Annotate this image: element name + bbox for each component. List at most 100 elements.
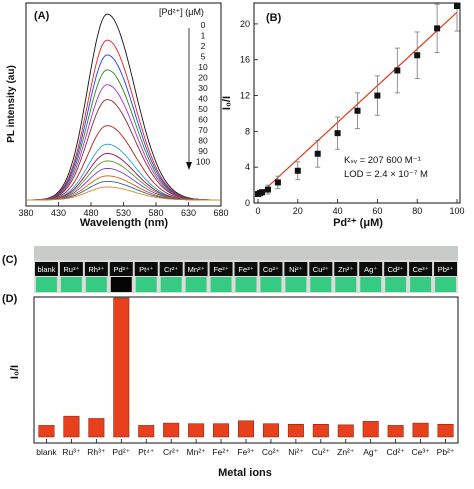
vial-label: Rh³⁺: [88, 265, 104, 274]
panel-a-y-axis-label: PL intensity (au): [6, 65, 17, 143]
panel-b-frame: [253, 2, 461, 204]
vial-label-band: [184, 262, 208, 276]
x-tick-label: 0: [255, 206, 260, 216]
y-tick-label: 16: [240, 55, 250, 65]
vial-solution: [160, 277, 182, 292]
panel-d-x-ticks: blank Ru³⁺ Rh³⁺ Pd²⁺ Pt⁴⁺ Cr²⁺ Mn²⁺ Fe²⁺ Fe³⁺ Co²…: [36, 439, 455, 457]
vial-label-band: [35, 262, 58, 276]
legend-item: 1: [201, 31, 206, 41]
bar-3: [113, 297, 130, 438]
x-tick-label: Ru³⁺: [62, 447, 81, 457]
panel-d-x-axis-label: Metal ions: [218, 467, 272, 479]
bar-11: [312, 424, 329, 438]
vial-solution: [360, 277, 382, 292]
x-tick-label: Rh³⁺: [87, 447, 106, 457]
x-tick-label: 680: [213, 208, 228, 218]
x-tick-label: 60: [372, 206, 382, 216]
panel-a-x-ticks: 380 430 480 530 580 630 680: [18, 202, 229, 218]
x-tick-label: 430: [51, 208, 66, 218]
panel-d-bars: [38, 297, 454, 438]
bar-8: [238, 420, 254, 438]
bar-16: [437, 424, 454, 438]
panel-a-legend-arrow-head: [186, 162, 192, 170]
legend-item: 20: [198, 73, 208, 83]
panel-a-frame: [25, 2, 222, 207]
x-tick-label: Cd²⁺: [387, 447, 406, 457]
panel-c-photo-top: [34, 246, 458, 260]
legend-item: 100: [196, 157, 210, 167]
x-tick-label: 380: [18, 208, 33, 218]
vial-label-band: [259, 262, 283, 276]
x-tick-label: 630: [181, 208, 196, 218]
vial-solution: [410, 277, 432, 292]
data-point: [354, 107, 361, 114]
panel-d-tag: (D): [2, 293, 18, 305]
x-tick-label: 530: [116, 208, 131, 218]
panel-c: (C) blank Ru³⁺ Rh³⁺ Pd²⁺ Pt⁴⁺ Cr²⁺ Mn²⁺ Fe²⁺ Fe³…: [2, 246, 458, 293]
vial-label-band: [159, 262, 183, 276]
panel-a-curves: [26, 13, 221, 201]
panel-b-y-ticks: 0 4 8 12 16 20: [240, 19, 258, 208]
data-point: [258, 189, 265, 196]
panel-d: (D) blank Ru³⁺ Rh³⁺ Pd²⁺ Pt⁴⁺ Cr²⁺ Mn²⁺ Fe²⁺ Fe³…: [2, 293, 459, 479]
legend-item: 90: [198, 146, 208, 156]
bar-2: [88, 418, 105, 438]
vial-label: Pt⁴⁺: [139, 265, 153, 274]
panel-b-lod-text: LOD = 2.4 × 10⁻⁷ M: [344, 169, 428, 180]
x-tick-label: Ni²⁺: [288, 447, 304, 457]
spectrum-line-60: [26, 160, 221, 201]
legend-item: 80: [198, 136, 208, 146]
vial-solution: [235, 277, 257, 292]
bar-10: [287, 424, 304, 438]
x-tick-label: Cu²⁺: [312, 447, 331, 457]
legend-item: 0: [201, 20, 206, 30]
vial-solution: [210, 277, 232, 292]
panel-a-legend-title: [Pd²⁺] (μM): [159, 7, 204, 17]
vial-label-band: [209, 262, 233, 276]
x-tick-label: Co²⁺: [262, 447, 281, 457]
x-tick-label: Cr²⁺: [163, 447, 180, 457]
vial-label-band: [109, 262, 133, 276]
spectrum-line-10: [26, 84, 221, 201]
legend-item: 60: [198, 115, 208, 125]
x-tick-label: 480: [83, 208, 98, 218]
data-point: [414, 52, 421, 59]
y-tick-label: 12: [240, 91, 250, 101]
x-tick-label: Mn²⁺: [187, 447, 207, 457]
y-tick-label: 0: [245, 198, 250, 208]
vial-label: Fe²⁺: [213, 265, 228, 274]
x-tick-label: 580: [148, 208, 163, 218]
bar-5: [163, 422, 180, 438]
vial-label: Ru³⁺: [63, 265, 79, 274]
panel-b-points: [255, 3, 460, 198]
vial-solution: [335, 277, 357, 292]
vial-label: blank: [38, 265, 56, 274]
x-tick-label: 40: [333, 206, 343, 216]
x-tick-label: Fe²⁺: [212, 447, 230, 457]
data-point: [454, 3, 460, 9]
legend-item: 30: [198, 83, 208, 93]
y-tick-label: 8: [245, 126, 250, 136]
data-point: [374, 92, 381, 99]
data-point: [294, 167, 301, 174]
vial-label: Cd²⁺: [388, 265, 404, 274]
vial-solution: [135, 277, 157, 292]
bar-0: [38, 425, 55, 438]
vial-label: Pd²⁺: [113, 265, 129, 274]
vial-solution: [85, 277, 107, 292]
panel-b-x-ticks: 0 20 40 60 80 100: [255, 199, 465, 216]
panel-b-ksv-text: Kₛᵥ = 207 600 M⁻¹: [344, 155, 421, 166]
x-tick-label: Fe³⁺: [237, 447, 255, 457]
x-tick-label: Pd²⁺: [112, 447, 130, 457]
x-tick-label: 80: [412, 206, 422, 216]
vial-label-band: [409, 262, 433, 276]
vial-label: Ni²⁺: [289, 265, 303, 274]
x-tick-label: Ag⁺: [363, 447, 378, 457]
vial-label: Ag⁺: [364, 265, 377, 274]
legend-item: 2: [201, 41, 206, 51]
panel-b-y-axis-label: I₀/I: [221, 96, 233, 110]
data-point: [394, 67, 401, 74]
bar-7: [213, 423, 230, 438]
panel-b-x-axis-label: Pd²⁺ (μM): [333, 217, 383, 229]
panel-a: (A) 380 430 480 530 580 630 680 Wavelength (nm…: [6, 2, 229, 229]
